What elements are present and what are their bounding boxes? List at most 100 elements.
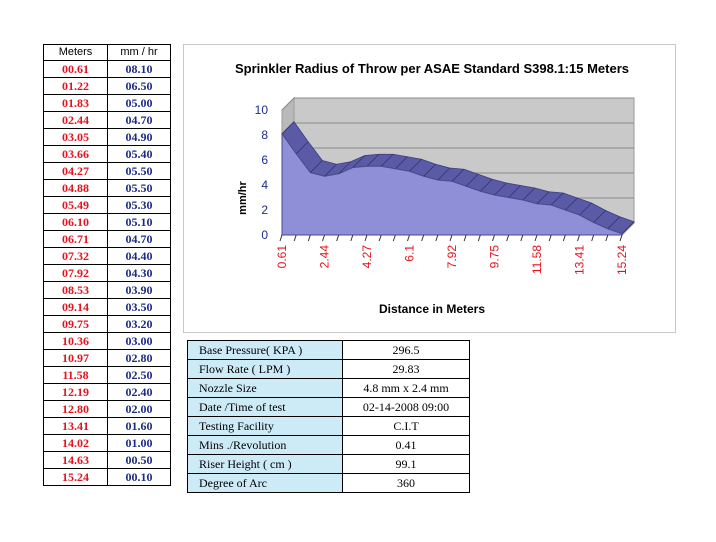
info-row: Mins ./Revolution 0.41 [187, 435, 470, 455]
table-row: 01.22 06.50 [43, 77, 171, 95]
info-label: Mins ./Revolution [187, 435, 343, 455]
info-row: Nozzle Size 4.8 mm x 2.4 mm [187, 378, 470, 398]
x-tick [336, 234, 340, 242]
meters-header: Meters [43, 44, 108, 61]
info-row: Base Pressure( KPA ) 296.5 [187, 340, 470, 360]
table-row: 04.27 05.50 [43, 162, 171, 180]
table-row: 04.88 05.50 [43, 179, 171, 197]
distance-cell: 04.88 [43, 179, 108, 197]
data-point [465, 173, 479, 187]
distance-cell: 02.44 [43, 111, 108, 129]
info-value: C.I.T [342, 416, 470, 436]
x-axis-label: Distance in Meters [379, 302, 485, 316]
distance-cell: 10.97 [43, 349, 108, 367]
x-tick [322, 234, 325, 242]
info-label: Testing Facility [187, 416, 343, 436]
data-point [550, 192, 564, 206]
distance-cell: 03.05 [43, 128, 108, 146]
info-label: Base Pressure( KPA ) [187, 340, 343, 360]
data-point [366, 153, 380, 167]
rate-cell: 04.90 [107, 128, 171, 146]
info-label: Riser Height ( cm ) [187, 454, 343, 474]
rate-cell: 03.50 [107, 298, 171, 316]
area-chart: Sprinkler Radius of Throw per ASAE Stand… [235, 61, 636, 316]
rate-cell: 04.40 [107, 247, 171, 265]
y-tick-label: 4 [261, 178, 268, 192]
info-value: 02-14-2008 09:00 [342, 397, 470, 417]
table-row: 14.63 00.50 [43, 451, 171, 469]
x-tick-label: 6.1 [403, 245, 417, 262]
table-row: 05.49 05.30 [43, 196, 171, 214]
distance-cell: 14.02 [43, 434, 108, 452]
rate-cell: 02.00 [107, 400, 171, 418]
x-tick [477, 234, 481, 242]
info-label: Nozzle Size [187, 378, 343, 398]
distance-cell: 06.10 [43, 213, 108, 231]
distance-cell: 09.75 [43, 315, 108, 333]
table-row: 10.36 03.00 [43, 332, 171, 350]
x-tick [562, 234, 566, 242]
x-tick [577, 234, 580, 242]
y-tick-label: 6 [261, 153, 268, 167]
distance-cell: 06.71 [43, 230, 108, 248]
rate-cell: 01.00 [107, 434, 171, 452]
distance-cell: 12.80 [43, 400, 108, 418]
rate-cell: 03.00 [107, 332, 171, 350]
x-tick [463, 234, 467, 242]
plot-area: 10 8 6 4 2 0 0.61 2.44 4.27 6.1 7.92 9.75 11.58 13.41… [255, 96, 636, 275]
table-row: 11.58 02.50 [43, 366, 171, 384]
table-row: 10.97 02.80 [43, 349, 171, 367]
rate-cell: 01.60 [107, 417, 171, 435]
rate-cell: 00.10 [107, 468, 171, 486]
x-tick-label: 9.75 [488, 245, 502, 269]
data-point [324, 163, 337, 177]
y-tick-label: 10 [255, 103, 269, 117]
data-point [395, 156, 408, 170]
data-point [508, 185, 521, 198]
data-point [536, 191, 550, 205]
x-tick-label: 15.24 [615, 245, 629, 275]
x-tick [378, 234, 382, 242]
y-tick-label: 2 [261, 203, 268, 217]
data-point [423, 163, 436, 177]
area-series [281, 132, 623, 236]
data-point [593, 210, 606, 223]
y-tick-label: 0 [261, 228, 268, 242]
x-tick [279, 234, 283, 242]
chart-title: Sprinkler Radius of Throw per ASAE Stand… [235, 61, 629, 76]
table-row: 14.02 01.00 [43, 434, 171, 452]
rate-cell: 04.70 [107, 111, 171, 129]
info-value: 0.41 [342, 435, 470, 455]
chart-panel: Sprinkler Radius of Throw per ASAE Stand… [183, 44, 676, 333]
rate-cell: 05.30 [107, 196, 171, 214]
distance-cell: 01.22 [43, 77, 108, 95]
info-body: Base Pressure( KPA ) 296.5 Flow Rate ( LPM… [187, 340, 470, 493]
rate-cell: 08.10 [107, 60, 171, 78]
distance-cell: 10.36 [43, 332, 108, 350]
x-tick [364, 234, 368, 242]
rate-cell: 02.40 [107, 383, 171, 401]
table-header-row: Meters mm / hr [43, 44, 171, 61]
rate-cell: 05.50 [107, 179, 171, 197]
rate-cell: 04.70 [107, 230, 171, 248]
data-point [451, 168, 465, 182]
table-row: 09.14 03.50 [43, 298, 171, 316]
x-tick [591, 234, 595, 242]
distance-cell: 08.53 [43, 281, 108, 299]
x-tick-label: 4.27 [360, 245, 374, 269]
info-row: Date /Time of test 02-14-2008 09:00 [187, 397, 470, 417]
data-point [352, 155, 366, 168]
table-row: 03.05 04.90 [43, 128, 171, 146]
y-tick-label: 8 [261, 128, 268, 142]
data-point [380, 153, 394, 167]
distance-cell: 01.83 [43, 94, 108, 112]
data-point [522, 187, 536, 201]
test-info-table: Base Pressure( KPA ) 296.5 Flow Rate ( LPM… [187, 340, 470, 493]
data-point [338, 161, 351, 175]
distance-cell: 03.66 [43, 145, 108, 163]
x-tick [435, 234, 439, 242]
rate-cell: 04.30 [107, 264, 171, 282]
data-point [281, 121, 295, 135]
x-tick [492, 234, 495, 242]
info-row: Degree of Arc 360 [187, 473, 470, 493]
